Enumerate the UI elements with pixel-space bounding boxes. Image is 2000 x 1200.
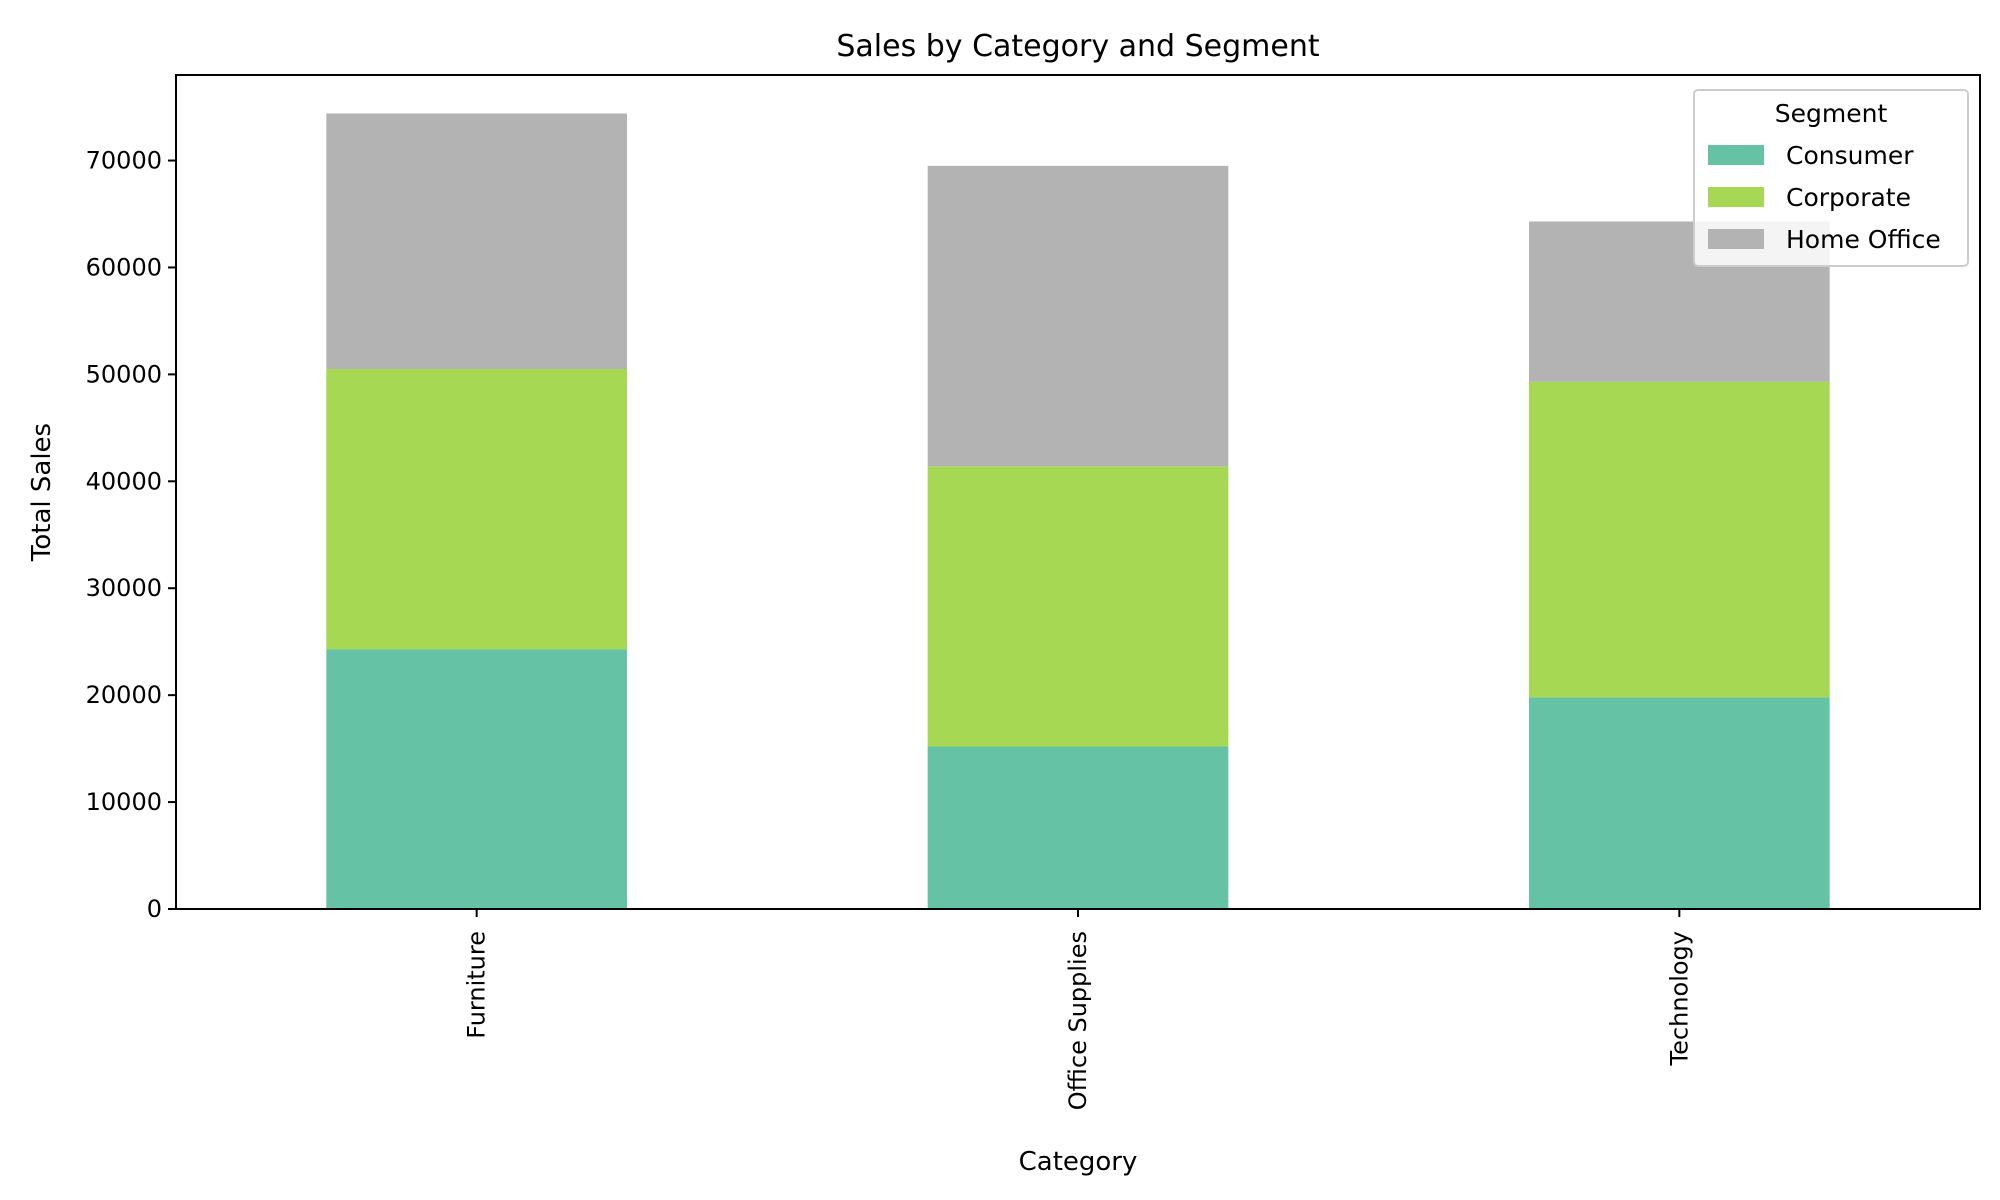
bar-technology-consumer [1529, 697, 1830, 909]
legend: Segment Consumer Corporate Home Office [1693, 89, 1969, 267]
legend-item-label: Home Office [1786, 225, 1941, 254]
bar-furniture-home-office [326, 113, 627, 370]
x-axis: Furniture Office Supplies Technology [463, 909, 1693, 1110]
legend-title: Segment [1775, 99, 1888, 128]
y-tick-label: 0 [147, 895, 162, 923]
y-tick-label: 20000 [86, 681, 162, 709]
x-tick-label: Furniture [463, 931, 491, 1039]
y-tick-label: 10000 [86, 788, 162, 816]
y-tick-label: 30000 [86, 574, 162, 602]
legend-box [1693, 89, 1969, 267]
bars-group [326, 113, 1830, 909]
y-tick-label: 50000 [86, 360, 162, 388]
bar-technology-corporate [1529, 381, 1830, 698]
plot-frame [175, 74, 1981, 910]
y-tick-label: 70000 [86, 147, 162, 175]
x-axis-label: Category [1019, 1147, 1138, 1177]
bar-furniture-consumer [326, 649, 627, 909]
bar-office-supplies-consumer [927, 746, 1229, 909]
legend-item-label: Corporate [1786, 183, 1911, 212]
bar-office-supplies-corporate [927, 466, 1229, 747]
legend-swatch-corporate [1708, 187, 1764, 207]
chart-title: Sales by Category and Segment [836, 29, 1320, 64]
x-tick-label: Technology [1665, 931, 1693, 1066]
legend-swatch-home-office [1708, 229, 1764, 249]
y-tick-label: 60000 [86, 253, 162, 281]
y-axis: 0 10000 20000 30000 40000 50000 60000 70000 [86, 147, 176, 923]
y-axis-label: Total Sales [27, 423, 57, 562]
bar-furniture-corporate [326, 369, 627, 650]
bar-office-supplies-home-office [927, 165, 1229, 467]
legend-swatch-consumer [1708, 145, 1764, 165]
x-tick-label: Office Supplies [1064, 931, 1092, 1110]
y-tick-label: 40000 [86, 467, 162, 495]
legend-item-label: Consumer [1786, 141, 1914, 170]
